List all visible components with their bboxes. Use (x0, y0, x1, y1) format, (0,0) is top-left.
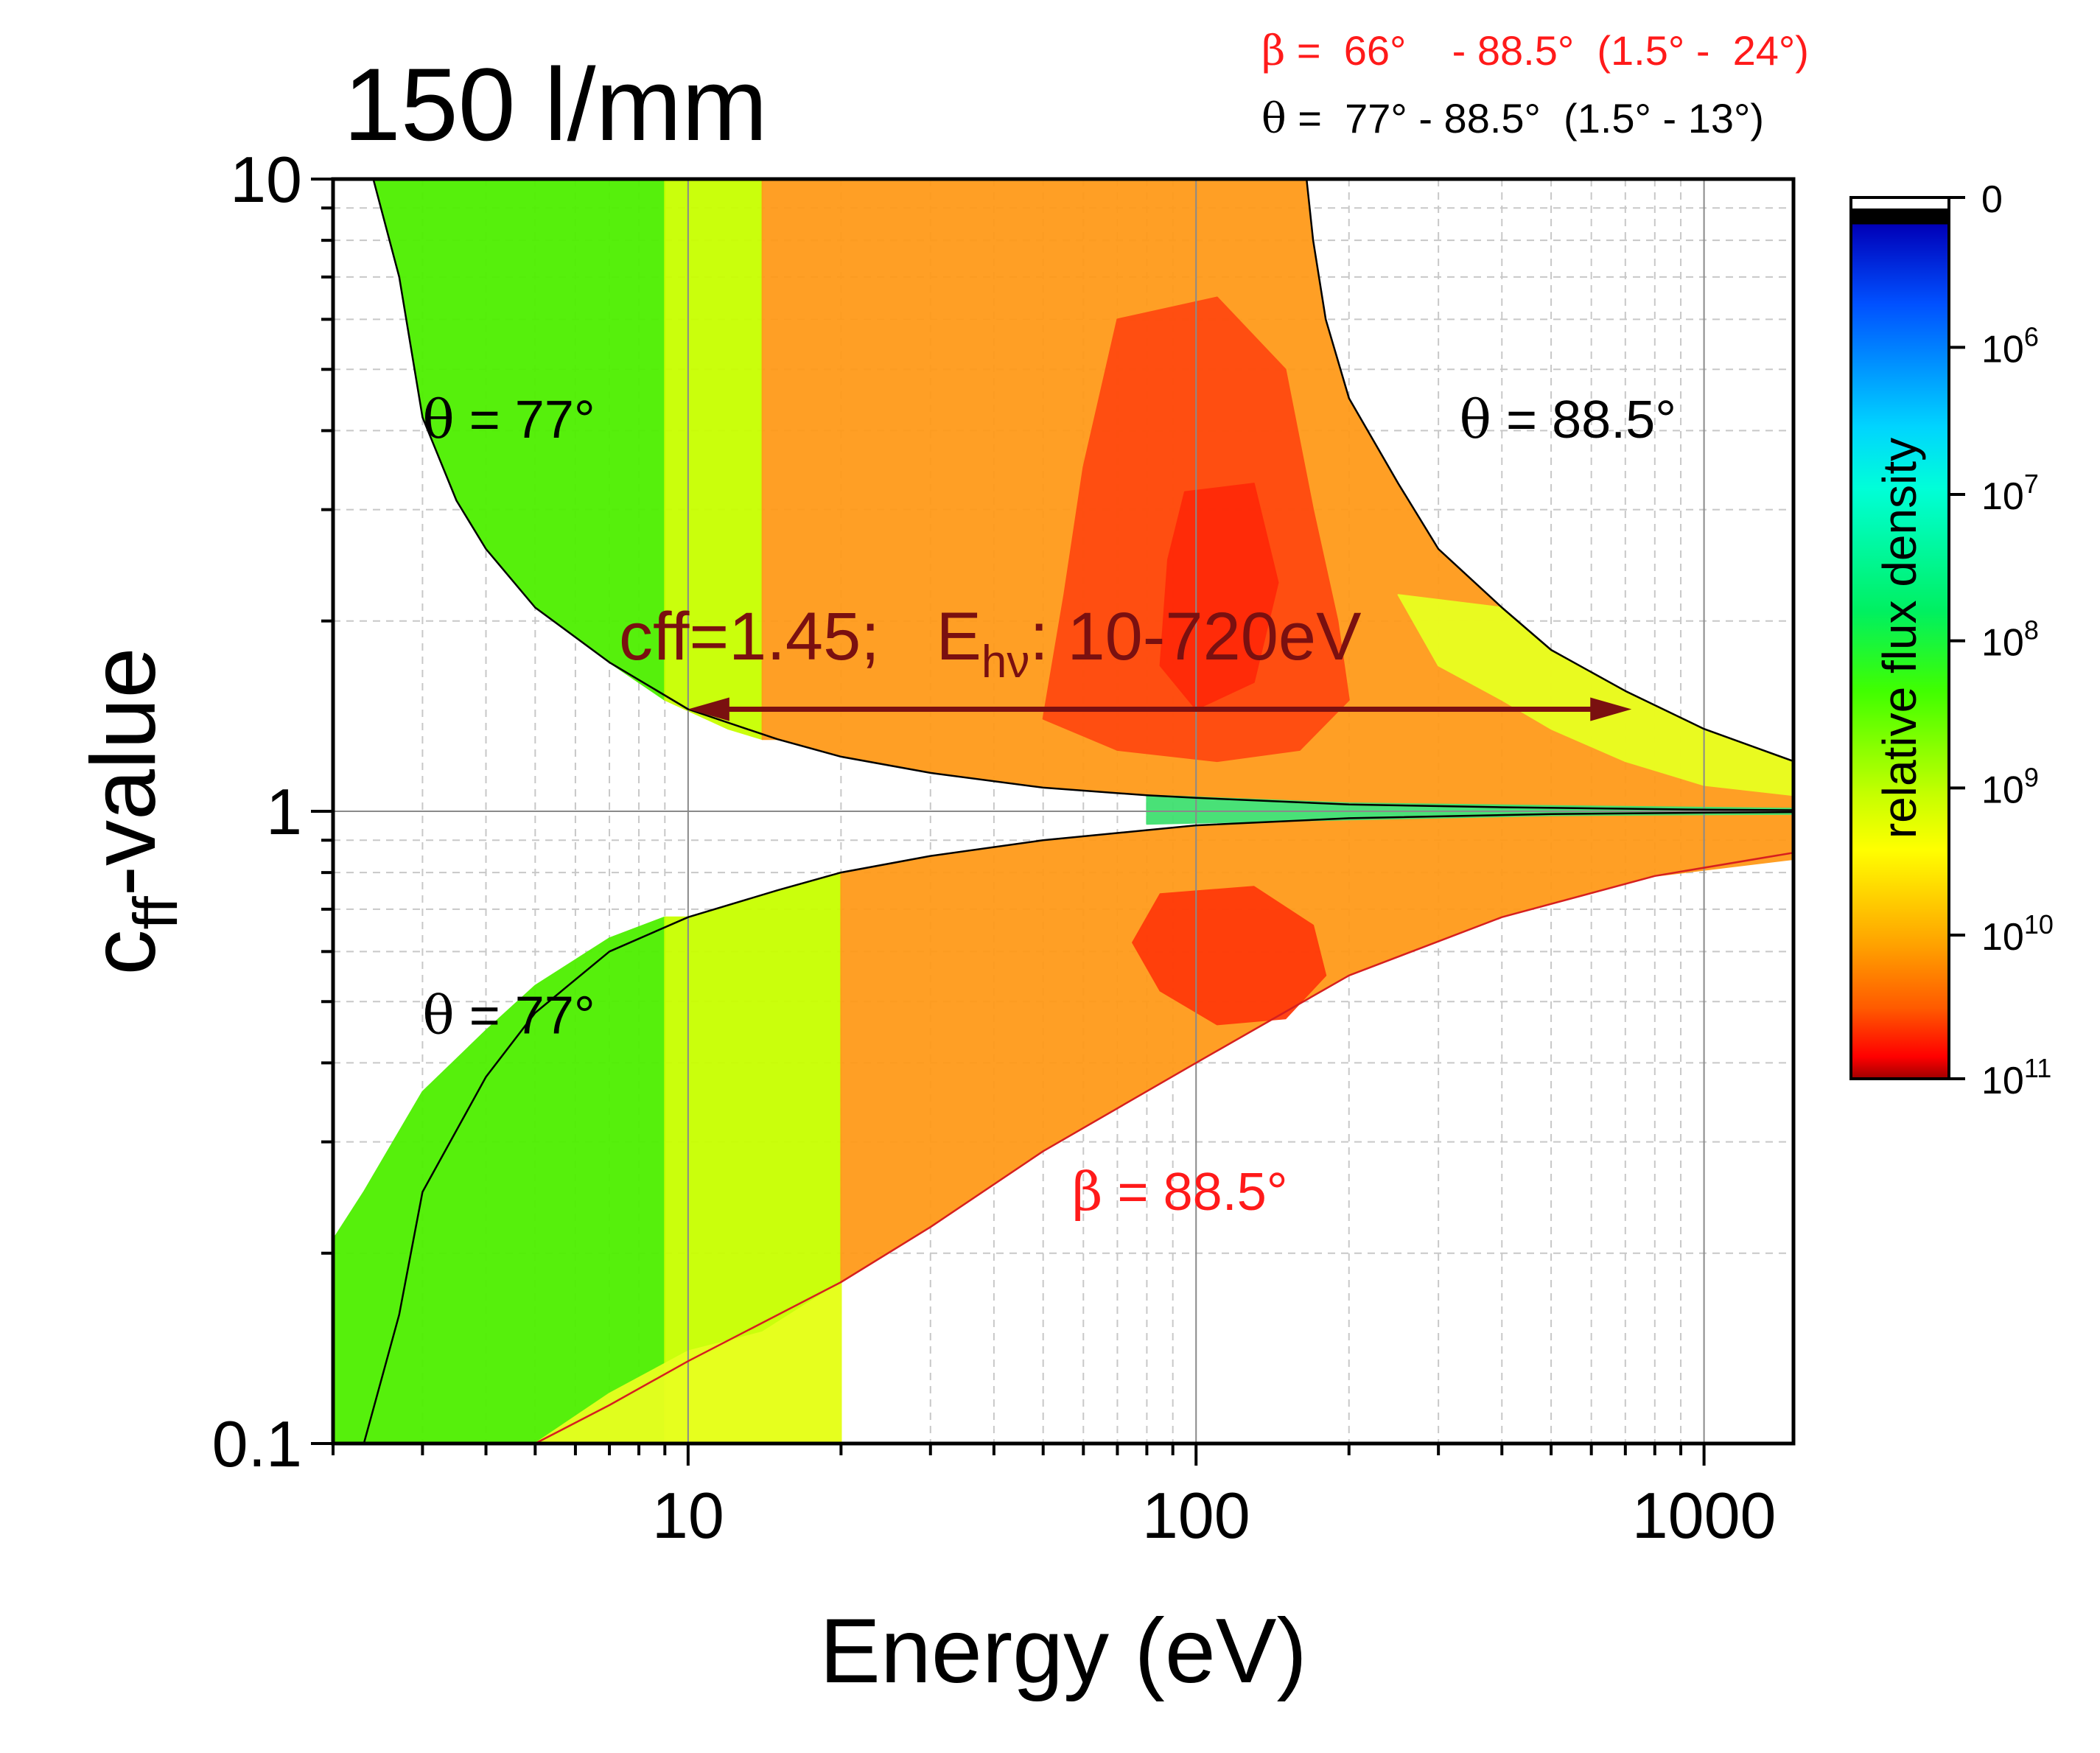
flux-region-lower-green (333, 916, 666, 1444)
colorbar-tick-label: 107 (1981, 469, 2039, 518)
colorbar-tick-base: 10 (1981, 769, 2024, 811)
colorbar-tick-base: 10 (1981, 328, 2024, 371)
colorbar-tick-exp: 8 (2024, 615, 2039, 645)
boundary-beta-88.5-lower (534, 851, 1793, 1444)
legend-beta: β = 66° - 88.5° (1.5° - 24°) (1261, 27, 1809, 75)
annotation-beta885: β = 88.5° (1072, 1161, 1288, 1222)
colorbar-tick-exp: 6 (2024, 321, 2039, 351)
colorbar-tick-base: 10 (1981, 475, 2024, 518)
annotation-text: = 88.5° (1103, 1163, 1288, 1222)
x-tick-label: 10 (652, 1479, 724, 1552)
cff-marker-arrowhead-left (687, 697, 729, 721)
annotations: θ = 77° θ = 88.5°θ = 77°β = 88.5° (422, 388, 1676, 1222)
colorbar-tick-label: 1010 (1981, 909, 2054, 959)
colorbar-tick-exp: 9 (2024, 762, 2039, 792)
legend-beta-text: = 66° - 88.5° (1.5° - 24°) (1285, 27, 1809, 74)
major-grid (333, 179, 1793, 1444)
annotation-theta77-lower: θ = 77° (422, 984, 595, 1046)
cff-marker-text: cff=1.45; E (619, 599, 981, 674)
annotation-symbol: θ (1460, 388, 1491, 450)
flux-region-lower-red-core (1132, 886, 1327, 1026)
colorbar-tick-exp: 10 (2024, 909, 2054, 940)
colorbar-tick-base: 10 (1981, 622, 2024, 665)
y-axis-label-suffix: -value (73, 648, 175, 897)
legend-theta-symbol: θ (1261, 95, 1287, 143)
annotation-text: = 77° (455, 391, 595, 449)
annotation-theta885-upper: θ = 88.5° (1460, 388, 1676, 450)
x-tick-label: 100 (1142, 1479, 1250, 1552)
colorbar-tick-label: 106 (1981, 321, 2039, 371)
chart-title: 150 l/mm (343, 46, 768, 162)
colorbar-tick-exp: 11 (2024, 1053, 2051, 1083)
y-tick-label: 0.1 (212, 1407, 302, 1480)
cff-marker-arrowhead-right (1590, 697, 1632, 721)
annotation-symbol: β (1072, 1161, 1103, 1222)
colorbar-label: relative flux density (1873, 438, 1926, 839)
axis-ticks: 10 100 1000 0.1 1 10 (212, 143, 1777, 1552)
y-axis-label-main: c (73, 929, 175, 975)
annotation-text: = 88.5° (1491, 391, 1676, 449)
y-axis-label-sub: ff (121, 896, 190, 930)
y-tick-label: 1 (266, 775, 302, 848)
cff-marker-sub: hν (981, 637, 1029, 687)
x-axis-label: Energy (eV) (819, 1600, 1307, 1702)
flux-region-upper-hot (1159, 483, 1279, 710)
colorbar-tick-base: 10 (1981, 1060, 2024, 1102)
legend-theta-text: = 77° - 88.5° (1.5° - 13°) (1287, 95, 1764, 141)
boundary-curves (363, 179, 1793, 1444)
annotation-symbol: θ (422, 388, 454, 450)
colorbar-tick-label: 1011 (1981, 1053, 2051, 1102)
annotation-theta77-upper: θ = 77° (422, 388, 595, 450)
boundary-theta-77-upper (372, 179, 1793, 811)
colorbar-tick-label: 0 (1981, 178, 2003, 221)
legend-theta: θ = 77° - 88.5° (1.5° - 13°) (1261, 95, 1764, 143)
plot-area: 10 100 1000 0.1 1 10 (212, 143, 1796, 1552)
cff-marker-label: cff=1.45; Ehν: 10-720eV (619, 599, 1361, 687)
y-tick-label: 10 (230, 143, 302, 216)
x-tick-label: 1000 (1632, 1479, 1777, 1552)
colorbar-tick-exp: 7 (2024, 469, 2039, 499)
colorbar-tick-label: 109 (1981, 762, 2039, 811)
legend-beta-symbol: β (1261, 27, 1285, 75)
annotation-text: = 77° (455, 987, 595, 1046)
colorbar-tick-label: 108 (1981, 615, 2039, 665)
cff-marker-suffix: : 10-720eV (1029, 599, 1361, 674)
boundary-theta-77-lower (363, 811, 1793, 1444)
colorbar-fill (1849, 196, 1950, 1080)
flux-regions (333, 179, 1793, 1444)
flux-region-upper-yellow (664, 179, 763, 741)
colorbar-tick-base: 10 (1981, 916, 2024, 959)
cff-marker: cff=1.45; Ehν: 10-720eV (619, 599, 1632, 721)
y-axis-label: cff-value (73, 648, 190, 976)
annotation-symbol: θ (422, 984, 454, 1046)
boundary-theta-88.5-upper (1305, 179, 1793, 763)
